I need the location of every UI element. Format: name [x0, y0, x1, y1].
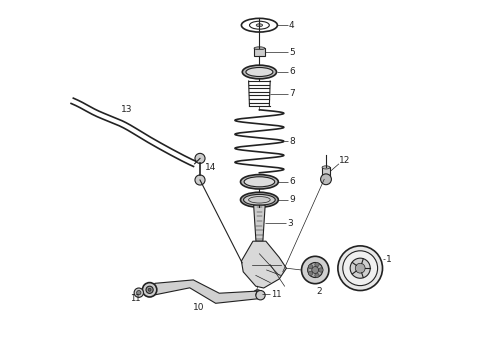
Ellipse shape: [244, 177, 275, 187]
Text: 11: 11: [271, 289, 281, 299]
Ellipse shape: [322, 166, 330, 169]
Circle shape: [253, 290, 262, 298]
Circle shape: [148, 288, 151, 291]
Circle shape: [137, 291, 141, 295]
Text: 4: 4: [289, 21, 294, 30]
Circle shape: [143, 283, 157, 297]
Circle shape: [308, 271, 313, 275]
Polygon shape: [242, 241, 286, 288]
Polygon shape: [148, 280, 261, 303]
Ellipse shape: [244, 194, 275, 205]
Text: 10: 10: [193, 303, 204, 312]
Circle shape: [301, 256, 329, 284]
Ellipse shape: [254, 47, 265, 50]
Text: 6: 6: [289, 68, 294, 77]
Circle shape: [355, 263, 365, 273]
Circle shape: [256, 291, 265, 300]
Circle shape: [319, 268, 323, 272]
Circle shape: [256, 292, 259, 296]
Circle shape: [308, 265, 313, 269]
Circle shape: [338, 246, 383, 291]
Ellipse shape: [241, 175, 278, 189]
Circle shape: [315, 273, 319, 278]
Circle shape: [312, 266, 318, 274]
Text: 7: 7: [289, 89, 294, 98]
Ellipse shape: [246, 68, 273, 77]
Circle shape: [146, 286, 153, 293]
Text: 2: 2: [316, 287, 321, 296]
Ellipse shape: [241, 192, 278, 207]
Text: 9: 9: [289, 195, 294, 204]
Text: 11: 11: [130, 294, 140, 303]
Circle shape: [343, 251, 378, 285]
Text: 1: 1: [386, 255, 392, 264]
Text: 8: 8: [289, 137, 294, 146]
Circle shape: [195, 153, 205, 163]
Text: 3: 3: [288, 219, 293, 228]
Circle shape: [350, 258, 370, 278]
Text: 5: 5: [289, 48, 294, 57]
Bar: [322, 167, 330, 179]
Text: 13: 13: [121, 105, 132, 114]
Circle shape: [134, 288, 144, 297]
Ellipse shape: [242, 65, 276, 79]
Bar: [254, 48, 265, 56]
Circle shape: [308, 262, 323, 278]
Text: 6: 6: [289, 177, 294, 186]
Polygon shape: [254, 205, 265, 241]
Text: 14: 14: [205, 163, 217, 172]
Ellipse shape: [256, 24, 263, 27]
Circle shape: [195, 175, 205, 185]
Circle shape: [320, 174, 331, 185]
Text: 12: 12: [339, 156, 351, 165]
Circle shape: [315, 262, 319, 267]
